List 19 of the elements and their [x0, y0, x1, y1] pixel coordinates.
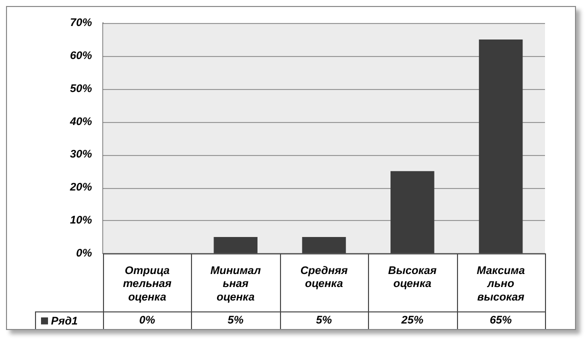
x-tick-label: Средняя оценка [300, 265, 348, 290]
y-tick-label: 40% [68, 116, 92, 128]
data-label: 0% [139, 314, 156, 326]
legend-label: Ряд1 [51, 315, 78, 328]
x-tick-label: Отрица тельная оценка [122, 265, 172, 304]
x-tick-label: Высокая оценка [388, 265, 438, 290]
data-label: 5% [316, 314, 332, 326]
data-label: 5% [228, 314, 244, 326]
y-tick-label: 70% [70, 17, 92, 30]
x-tick-label: Минимал ьная оценка [210, 265, 262, 304]
y-tick-label: 30% [70, 148, 92, 161]
x-tick-label: Максима льно высокая [476, 265, 525, 304]
y-tick-label: 20% [68, 182, 92, 194]
data-label: 25% [400, 314, 424, 326]
y-tick-label: 10% [70, 214, 92, 227]
y-tick-label: 50% [70, 82, 92, 95]
y-tick-label: 60% [70, 50, 92, 62]
y-tick-label: 0% [76, 247, 92, 260]
data-label: 65% [490, 314, 512, 326]
